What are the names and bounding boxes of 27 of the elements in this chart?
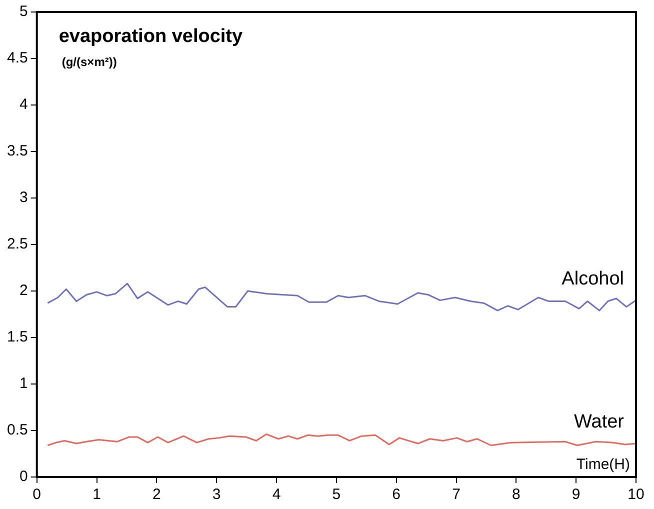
x-tick-label: 1 (92, 486, 101, 504)
y-tick-label: 0.5 (6, 422, 28, 439)
x-tick-label: 0 (32, 486, 42, 504)
x-tick-label: 10 (628, 486, 644, 504)
y-tick-label: 5 (20, 3, 28, 20)
series-label: Alcohol (562, 268, 624, 290)
x-tick-label: 4 (272, 486, 281, 504)
y-tick-label: 1.5 (6, 328, 28, 346)
y-tick-label: 2 (20, 282, 28, 300)
y-tick-label: 4.5 (6, 50, 28, 67)
y-tick-label: 0 (20, 468, 28, 486)
x-axis-title: Time(H) (576, 456, 630, 473)
y-tick-label: 2.5 (6, 236, 28, 253)
y-tick-label: 3.5 (6, 142, 28, 160)
y-tick-label: 4 (20, 96, 28, 114)
x-tick-label: 6 (392, 486, 401, 504)
y-tick-label: 1 (20, 375, 28, 392)
y-tick-label: 3 (20, 189, 28, 206)
annotation: (g/(s×m²)) (62, 55, 117, 69)
x-tick-label: 2 (152, 486, 161, 504)
y-axis-title: evaporation velocity (58, 26, 244, 47)
x-tick-label: 5 (332, 486, 341, 504)
x-tick-label: 3 (212, 486, 221, 504)
series-label: Water (574, 412, 625, 433)
x-tick-label: 9 (572, 486, 580, 504)
x-tick-label: 7 (452, 486, 460, 504)
x-tick-label: 8 (512, 486, 520, 504)
